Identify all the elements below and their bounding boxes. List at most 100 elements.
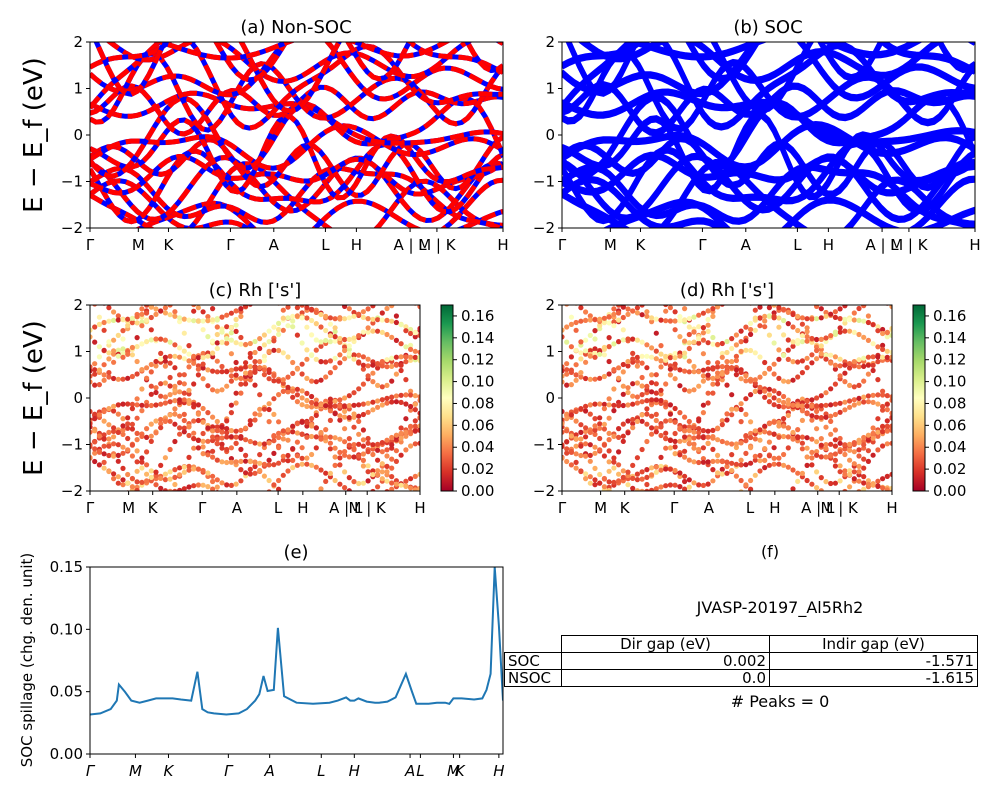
projection-point xyxy=(880,443,886,449)
projection-point xyxy=(403,324,409,330)
projection-point xyxy=(158,485,164,491)
projection-point xyxy=(644,313,650,319)
projection-point xyxy=(111,441,117,447)
projection-point xyxy=(309,404,315,410)
projection-point xyxy=(639,374,645,381)
projection-point xyxy=(705,316,711,323)
projection-point xyxy=(738,457,744,463)
projection-point xyxy=(710,313,716,319)
projection-point xyxy=(90,334,93,340)
projection-point xyxy=(766,462,773,468)
projection-point xyxy=(700,459,707,465)
projection-point xyxy=(247,377,253,383)
projection-point xyxy=(153,469,159,475)
projection-point xyxy=(243,516,248,521)
projection-point xyxy=(186,300,191,305)
projection-point xyxy=(818,442,824,448)
projection-point xyxy=(870,439,876,445)
projection-point xyxy=(875,359,881,365)
projection-point xyxy=(172,438,178,445)
projection-point xyxy=(625,469,631,475)
projection-point xyxy=(870,367,876,374)
projection-point xyxy=(271,433,277,439)
projection-point xyxy=(318,486,324,491)
peaks-count: # Peaks = 0 xyxy=(730,692,830,711)
projection-point xyxy=(238,334,244,341)
x-tick-label: H xyxy=(497,236,508,254)
projection-point xyxy=(158,294,163,299)
projection-point xyxy=(228,373,234,379)
projection-point xyxy=(634,337,641,343)
projection-point xyxy=(870,354,876,360)
projection-point xyxy=(102,502,107,507)
projection-point xyxy=(880,354,886,360)
projection-point xyxy=(299,445,305,451)
projection-point xyxy=(139,465,145,471)
projection-point xyxy=(719,458,725,465)
projection-point xyxy=(314,500,319,505)
projection-point xyxy=(884,401,890,407)
x-tick-label: K xyxy=(636,236,647,254)
projection-point xyxy=(304,347,310,353)
projection-point xyxy=(597,401,603,407)
projection-point xyxy=(285,323,291,329)
projection-point xyxy=(842,320,848,326)
projection-point xyxy=(705,440,711,446)
projection-point xyxy=(573,377,579,383)
projection-point xyxy=(653,486,659,491)
projection-point xyxy=(375,493,380,498)
projection-point xyxy=(719,340,725,347)
projection-point xyxy=(384,357,390,363)
projection-point xyxy=(266,348,272,354)
projection-point xyxy=(880,346,886,352)
projection-point xyxy=(337,413,343,419)
projection-point xyxy=(719,364,725,370)
projection-point xyxy=(568,433,575,439)
projection-point xyxy=(365,325,371,331)
projection-point xyxy=(861,465,867,471)
projection-point xyxy=(606,358,612,365)
projection-point xyxy=(686,457,692,463)
band-line-split xyxy=(562,42,975,128)
projection-point xyxy=(101,432,107,438)
projection-point xyxy=(573,327,579,333)
projection-point xyxy=(408,403,414,410)
projection-point xyxy=(195,355,201,361)
y-tick-label: 2 xyxy=(73,296,83,314)
projection-point xyxy=(261,461,267,467)
projection-point xyxy=(379,317,385,323)
projection-point xyxy=(852,491,857,496)
projection-point xyxy=(125,447,131,453)
projection-point xyxy=(851,440,857,446)
projection-point xyxy=(644,353,650,359)
projection-point xyxy=(233,434,239,440)
y-tick-label: 0.00 xyxy=(50,745,83,763)
projection-point xyxy=(658,432,664,439)
projection-point xyxy=(139,311,145,317)
projection-point xyxy=(111,375,117,382)
projection-point xyxy=(153,385,159,391)
projection-point xyxy=(214,418,220,425)
projection-point xyxy=(880,284,885,289)
projection-point xyxy=(346,393,352,399)
projection-point xyxy=(172,309,178,315)
projection-point xyxy=(294,386,300,392)
projection-point xyxy=(214,331,220,338)
projection-point xyxy=(224,312,230,318)
projection-point xyxy=(158,462,164,468)
projection-point xyxy=(162,380,168,386)
projection-point xyxy=(271,324,277,330)
projection-point xyxy=(261,367,267,373)
projection-point xyxy=(889,394,892,400)
projection-point xyxy=(847,472,853,478)
projection-point xyxy=(838,266,843,271)
projection-point xyxy=(280,380,286,386)
projection-point xyxy=(710,458,716,464)
projection-point xyxy=(847,457,853,463)
projection-point xyxy=(129,484,135,490)
projection-point xyxy=(149,297,154,302)
projection-point xyxy=(181,381,187,387)
projection-point xyxy=(101,408,107,415)
projection-point xyxy=(280,472,286,478)
projection-point xyxy=(111,348,117,354)
